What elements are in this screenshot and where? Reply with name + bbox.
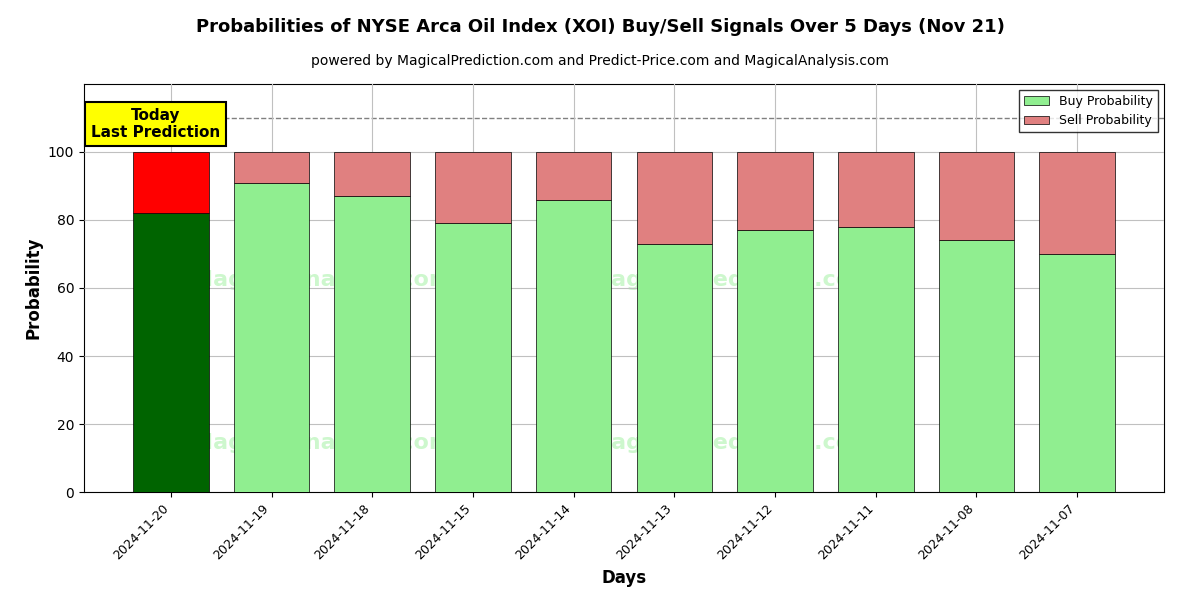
Bar [335, 152, 410, 196]
Bar [838, 227, 913, 492]
Bar [737, 230, 812, 492]
Legend: Buy Probability, Sell Probability: Buy Probability, Sell Probability [1019, 90, 1158, 133]
Text: powered by MagicalPrediction.com and Predict-Price.com and MagicalAnalysis.com: powered by MagicalPrediction.com and Pre… [311, 54, 889, 68]
Bar [133, 213, 209, 492]
Bar [938, 152, 1014, 241]
Bar [737, 152, 812, 230]
Bar [838, 152, 913, 227]
Bar [1039, 254, 1115, 492]
Text: Today
Last Prediction: Today Last Prediction [91, 108, 221, 140]
Y-axis label: Probability: Probability [24, 237, 42, 339]
X-axis label: Days: Days [601, 569, 647, 587]
Bar [1039, 152, 1115, 254]
Bar [234, 182, 310, 492]
Text: MagicalAnalysis.com: MagicalAnalysis.com [191, 433, 452, 453]
Text: Probabilities of NYSE Arca Oil Index (XOI) Buy/Sell Signals Over 5 Days (Nov 21): Probabilities of NYSE Arca Oil Index (XO… [196, 18, 1004, 36]
Bar [335, 196, 410, 492]
Bar [938, 241, 1014, 492]
Text: MagicalPrediction.com: MagicalPrediction.com [589, 270, 875, 290]
Bar [234, 152, 310, 182]
Bar [536, 200, 612, 492]
Text: MagicalPrediction.com: MagicalPrediction.com [589, 433, 875, 453]
Bar [636, 244, 712, 492]
Bar [436, 223, 511, 492]
Bar [636, 152, 712, 244]
Bar [133, 152, 209, 213]
Bar [436, 152, 511, 223]
Bar [536, 152, 612, 200]
Text: MagicalAnalysis.com: MagicalAnalysis.com [191, 270, 452, 290]
